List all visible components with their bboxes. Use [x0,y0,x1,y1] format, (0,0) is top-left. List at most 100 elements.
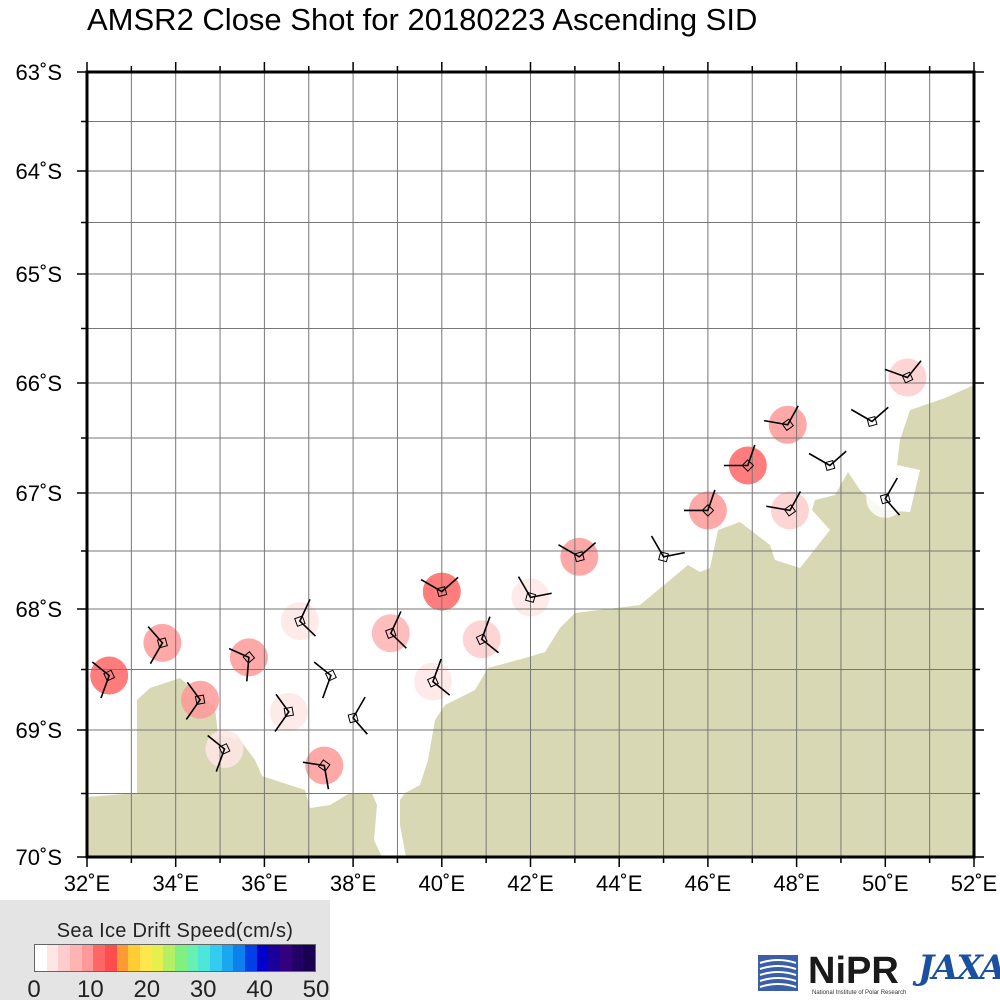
drift-vector [302,761,330,790]
drift-vector [808,450,847,467]
drift-vector [431,658,451,696]
drift-marker [573,551,585,563]
legend-tick-label: 40 [246,976,273,1000]
drift-vector [723,444,756,467]
drift-vector [766,491,802,512]
drift-marker [658,551,670,563]
legend-color-cell [128,945,141,971]
legend-color-cell [233,945,246,971]
legend-color-cell [35,945,47,971]
lat-tick-label: 66˚S [16,371,62,396]
legend-color-cell [221,945,234,971]
drift-marker [783,504,797,517]
legend-tick-label: 20 [133,976,161,1000]
drift-marker [218,743,231,756]
drift-vector [420,576,459,593]
legend-color-cell [198,945,211,971]
lat-tick-label: 64˚S [16,159,62,184]
legend-color-cell [46,945,59,971]
legend-color-cell [175,945,187,971]
legend-colorbar [34,944,316,972]
lon-tick-label: 44˚E [596,871,642,896]
nipr-emblem-icon [758,955,798,991]
legend-tick-label: 0 [27,976,41,1000]
lon-tick-label: 48˚E [773,871,819,896]
drift-vector [274,693,290,732]
drift-vector [884,477,901,516]
drift-marker [283,706,295,718]
drift-marker [103,669,116,682]
graticule [86,71,975,858]
lat-tick-label: 65˚S [16,262,62,287]
drift-marker [242,651,256,664]
legend-color-cell [93,945,106,971]
drift-marker [347,712,359,724]
drift-vector [147,626,164,665]
legend-color-cell [256,945,269,971]
drift-vector [207,734,226,772]
legend-color-cell [280,945,292,971]
drift-vector [517,576,552,599]
legend-color-cell [268,945,281,971]
drift-marker [426,675,439,688]
drift-marker [194,694,206,705]
drift-marker [866,415,878,428]
lon-tick-label: 40˚E [419,871,465,896]
jaxa-logo: JAXA [914,946,1000,1000]
drift-vector [480,616,500,654]
lon-tick-label: 38˚E [330,871,376,896]
lon-tick-label: 52˚E [951,871,997,896]
drift-marker [318,759,331,772]
legend-color-cell [151,945,164,971]
drift-vector [352,696,368,735]
drift-marker [475,633,488,646]
lat-tick-label: 69˚S [16,718,62,743]
drift-marker [901,371,914,384]
drift-marker [524,591,537,603]
legend-color-cell [291,945,304,971]
drift-vector [558,541,597,558]
drift-vector [389,611,407,649]
drift-vector [683,489,716,512]
map-plot: 32˚E 34˚E 36˚E 38˚E 40˚E 42˚E 44˚E 46˚E 48˚E 50˚E… [16,60,998,896]
drift-vector [763,405,799,426]
drift-marker [741,459,755,472]
drift-marker [436,586,448,598]
drift-vector [185,681,202,720]
jaxa-logo-text: JAXA [918,948,1000,988]
legend-color-cell [303,945,316,971]
axis-labels: 32˚E 34˚E 36˚E 38˚E 40˚E 42˚E 44˚E 46˚E 48˚E 50˚E… [16,60,998,896]
coastal-island [140,750,152,782]
legend-color-cell [105,945,117,971]
drift-marker [156,637,168,649]
lat-tick-label: 70˚S [16,845,62,870]
legend-color-cell [70,945,82,971]
nipr-logo-subtitle: National Institute of Polar Research [812,990,907,996]
lon-tick-label: 42˚E [507,871,553,896]
drift-vector [850,406,889,423]
lon-tick-label: 34˚E [152,871,198,896]
drift-marker [324,669,337,682]
drift-marker [781,418,794,432]
nipr-logo: NiPR National Institute of Polar Researc… [758,950,908,998]
legend-color-cell [58,945,71,971]
legend-color-cell [116,945,129,971]
legend-color-cell [186,945,199,971]
lat-tick-label: 68˚S [16,597,62,622]
legend-color-cell [140,945,152,971]
drift-marker [879,493,891,505]
legend-color-cell [210,945,222,971]
map-frame [77,62,984,867]
legend-color-cell [163,945,176,971]
drift-vector [91,661,111,699]
lon-tick-label: 32˚E [64,871,110,896]
legend-tick-label: 50 [302,976,330,1000]
lon-tick-label: 36˚E [241,871,287,896]
legend-tick-label: 30 [189,976,217,1000]
legend-title: Sea Ice Drift Speed(cm/s) [56,920,294,942]
drift-vector [884,360,922,379]
drift-marker [385,627,397,639]
lat-tick-label: 67˚S [16,481,62,506]
legend-tick-label: 10 [77,976,104,1000]
